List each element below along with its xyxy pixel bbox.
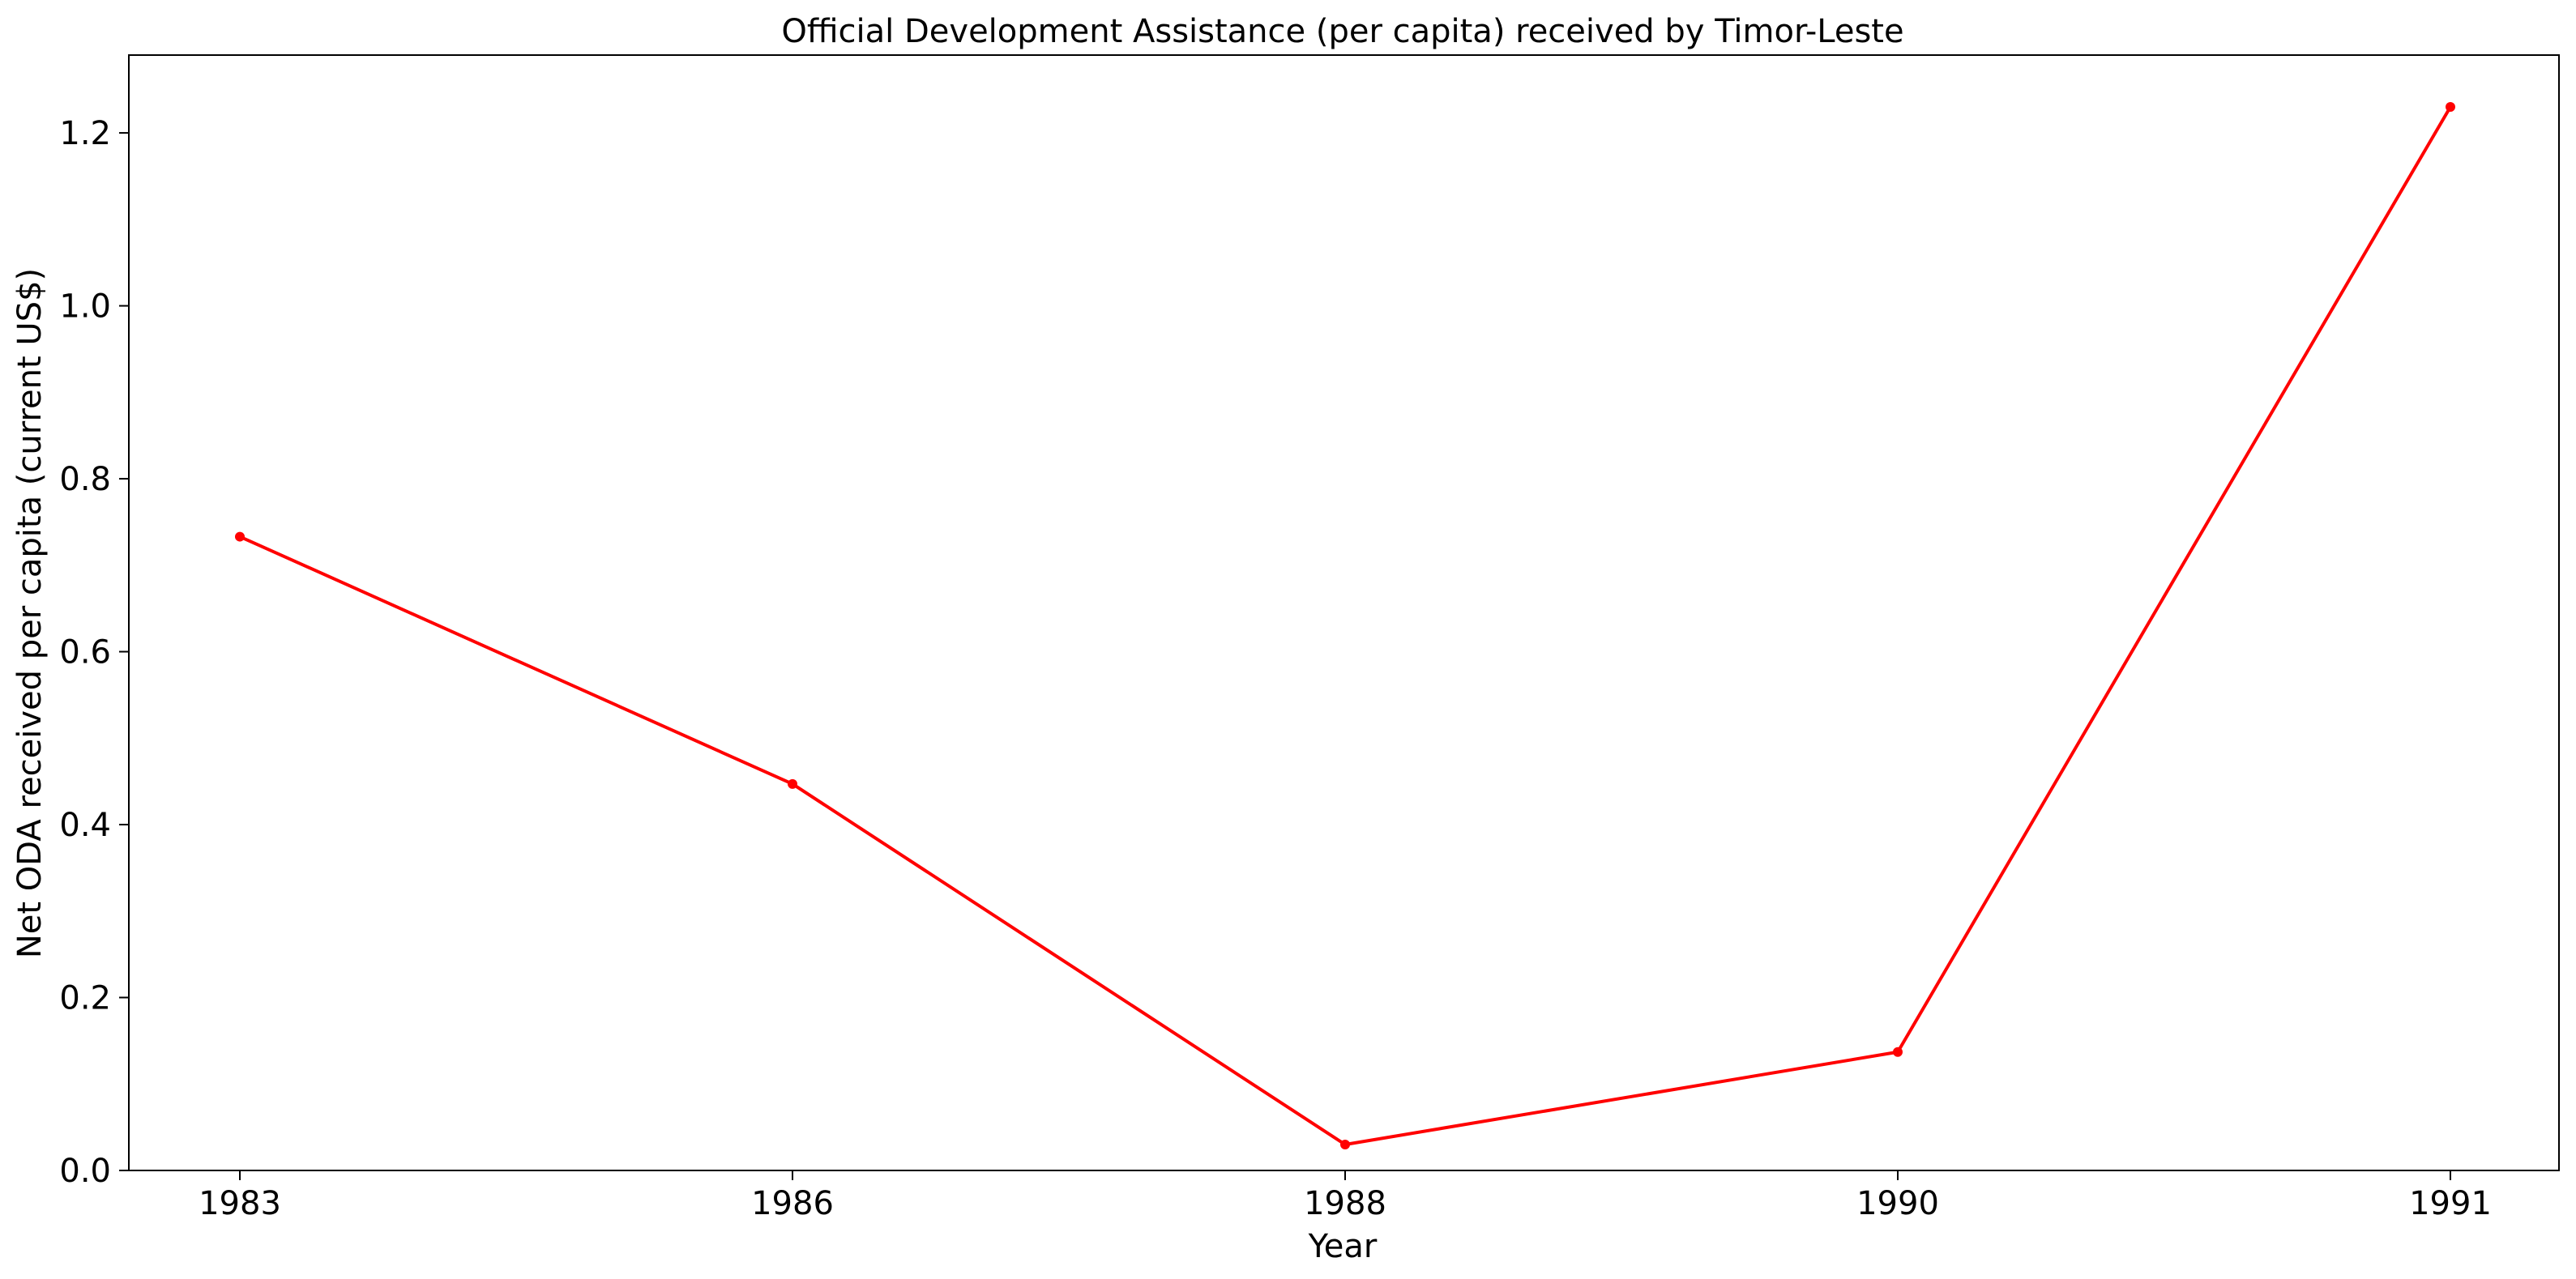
x-tick-label: 1988 xyxy=(1304,1185,1386,1222)
data-point xyxy=(788,778,797,789)
y-tick-label: 0.2 xyxy=(59,980,111,1017)
y-tick-label: 0.8 xyxy=(59,461,111,498)
x-tick-label: 1983 xyxy=(199,1185,281,1222)
x-axis-label: Year xyxy=(1308,1228,1378,1265)
data-point xyxy=(2446,102,2455,113)
plot-frame xyxy=(128,54,2560,1171)
y-tick-label: 1.0 xyxy=(59,288,111,326)
y-tick-label: 1.2 xyxy=(59,115,111,152)
plot-area: 0.0 0.2 0.4 0.6 0.8 1.0 1.2 1983 1986 1988 1990 199… xyxy=(59,54,2560,1222)
data-point xyxy=(235,531,245,542)
data-point xyxy=(1340,1139,1350,1149)
x-tick-label: 1986 xyxy=(751,1185,834,1222)
x-tick-label: 1991 xyxy=(2409,1185,2492,1222)
y-tick-label: 0.4 xyxy=(59,807,111,844)
data-point xyxy=(1893,1047,1903,1057)
chart-title: Official Development Assistance (per cap… xyxy=(781,13,1903,50)
y-tick-label: 0.0 xyxy=(59,1153,111,1190)
y-axis-label: Net ODA received per capita (current US$… xyxy=(11,268,49,958)
x-tick-label: 1990 xyxy=(1856,1185,1939,1222)
series-line xyxy=(239,106,2452,1146)
y-tick-label: 0.6 xyxy=(59,634,111,671)
